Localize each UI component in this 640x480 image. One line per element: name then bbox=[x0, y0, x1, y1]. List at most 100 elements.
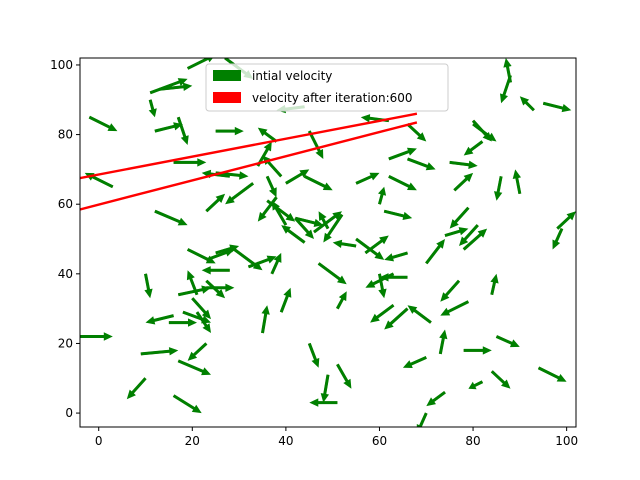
velocity-arrow bbox=[416, 412, 428, 427]
velocity-arrow bbox=[462, 228, 488, 251]
velocity-arrow bbox=[80, 332, 113, 341]
axes-ticks: 0 20 40 60 80 100 0 20 40 60 80 100 bbox=[50, 58, 578, 448]
velocity-arrow bbox=[186, 270, 199, 296]
velocity-arrow bbox=[463, 140, 484, 156]
x-tick-label: 80 bbox=[465, 434, 480, 448]
velocity-arrow bbox=[556, 211, 576, 230]
after-iteration-line bbox=[80, 112, 418, 180]
velocity-arrow bbox=[449, 160, 478, 169]
velocity-arrow bbox=[388, 147, 417, 161]
velocity-arrow bbox=[270, 252, 282, 275]
x-tick-label: 0 bbox=[95, 434, 103, 448]
legend-label-initial: intial velocity bbox=[252, 69, 332, 83]
velocity-arrow bbox=[195, 311, 211, 333]
y-tick-label: 60 bbox=[58, 197, 73, 211]
velocity-arrow bbox=[279, 287, 292, 313]
velocity-arrow bbox=[318, 211, 330, 230]
velocity-arrow bbox=[468, 380, 484, 390]
velocity-arrow bbox=[320, 374, 330, 403]
legend-swatch-after bbox=[213, 92, 241, 103]
velocity-arrow bbox=[187, 58, 213, 70]
x-tick-label: 60 bbox=[372, 434, 387, 448]
velocity-arrow bbox=[378, 186, 387, 205]
velocity-arrow bbox=[149, 78, 188, 95]
velocity-arrow bbox=[225, 182, 254, 205]
velocity-arrow bbox=[388, 175, 417, 191]
velocity-arrow bbox=[379, 273, 408, 282]
velocity-arrow bbox=[247, 255, 277, 269]
velocity-arrow bbox=[495, 335, 520, 348]
velocity-arrow bbox=[168, 318, 197, 327]
velocity-arrow bbox=[323, 213, 344, 243]
y-tick-label: 80 bbox=[58, 128, 73, 142]
velocity-arrow bbox=[384, 251, 408, 262]
velocity-arrow bbox=[154, 122, 183, 133]
velocity-arrow bbox=[336, 291, 347, 310]
velocity-arrow bbox=[148, 99, 157, 118]
velocity-arrow bbox=[215, 126, 244, 136]
after-iteration-line bbox=[80, 121, 418, 211]
velocity-arrow bbox=[552, 228, 564, 250]
velocity-arrow bbox=[201, 266, 230, 275]
velocity-arrow bbox=[140, 347, 179, 356]
velocity-arrow bbox=[426, 391, 446, 407]
velocity-arrow bbox=[205, 248, 235, 262]
velocity-arrow bbox=[453, 172, 474, 192]
velocity-arrow bbox=[187, 342, 208, 361]
velocity-arrow bbox=[261, 305, 270, 334]
velocity-arrow bbox=[494, 176, 503, 201]
x-tick-label: 100 bbox=[555, 434, 578, 448]
velocity-arrow bbox=[402, 356, 427, 368]
velocity-arrow bbox=[145, 314, 174, 325]
y-tick-label: 100 bbox=[50, 58, 73, 72]
legend-label-after: velocity after iteration:600 bbox=[252, 91, 413, 105]
velocity-arrow bbox=[144, 273, 153, 299]
velocity-arrow bbox=[205, 193, 226, 213]
velocity-arrow bbox=[490, 370, 511, 389]
y-tick-label: 20 bbox=[58, 336, 73, 350]
velocity-arrow bbox=[444, 227, 469, 237]
velocity-arrow bbox=[307, 342, 320, 368]
velocity-arrow bbox=[407, 305, 432, 324]
vector-layer bbox=[80, 58, 576, 427]
legend: intial velocity velocity after iteration… bbox=[205, 63, 449, 112]
velocity-arrow bbox=[425, 239, 445, 265]
velocity-arrow bbox=[303, 175, 333, 191]
velocity-arrow bbox=[336, 363, 352, 389]
velocity-arrow bbox=[384, 307, 409, 330]
y-tick-label: 40 bbox=[58, 267, 73, 281]
velocity-arrow bbox=[364, 235, 389, 255]
velocity-arrow bbox=[449, 206, 470, 229]
legend-swatch-initial bbox=[213, 70, 241, 81]
velocity-arrow bbox=[355, 172, 380, 185]
plot-frame bbox=[79, 57, 577, 428]
velocity-arrow bbox=[281, 225, 306, 244]
y-tick-label: 0 bbox=[65, 406, 73, 420]
velocity-arrow bbox=[191, 297, 211, 320]
velocity-arrow bbox=[370, 304, 395, 323]
velocity-arrow bbox=[440, 300, 469, 316]
velocity-arrow bbox=[177, 359, 211, 376]
velocity-arrow bbox=[519, 96, 535, 112]
velocity-arrow bbox=[383, 209, 413, 220]
velocity-arrow bbox=[463, 346, 492, 355]
velocity-arrow bbox=[206, 283, 235, 292]
velocity-arrow bbox=[285, 169, 310, 185]
velocity-arrow bbox=[512, 169, 522, 195]
velocity-arrow bbox=[332, 239, 357, 248]
velocity-arrow bbox=[257, 127, 278, 143]
velocity-arrow bbox=[472, 122, 497, 142]
velocity-arrow bbox=[317, 262, 347, 285]
velocity-arrow bbox=[172, 394, 202, 414]
velocity-arrow bbox=[265, 175, 277, 198]
velocity-arrow bbox=[440, 279, 461, 302]
velocity-arrow bbox=[459, 224, 479, 246]
velocity-arrow bbox=[438, 329, 448, 355]
plot-area-background bbox=[80, 58, 576, 427]
velocity-arrow bbox=[500, 74, 512, 104]
x-tick-label: 20 bbox=[185, 434, 200, 448]
velocity-arrow bbox=[173, 158, 207, 167]
velocity-arrow bbox=[176, 116, 189, 145]
velocity-arrow bbox=[309, 398, 338, 407]
